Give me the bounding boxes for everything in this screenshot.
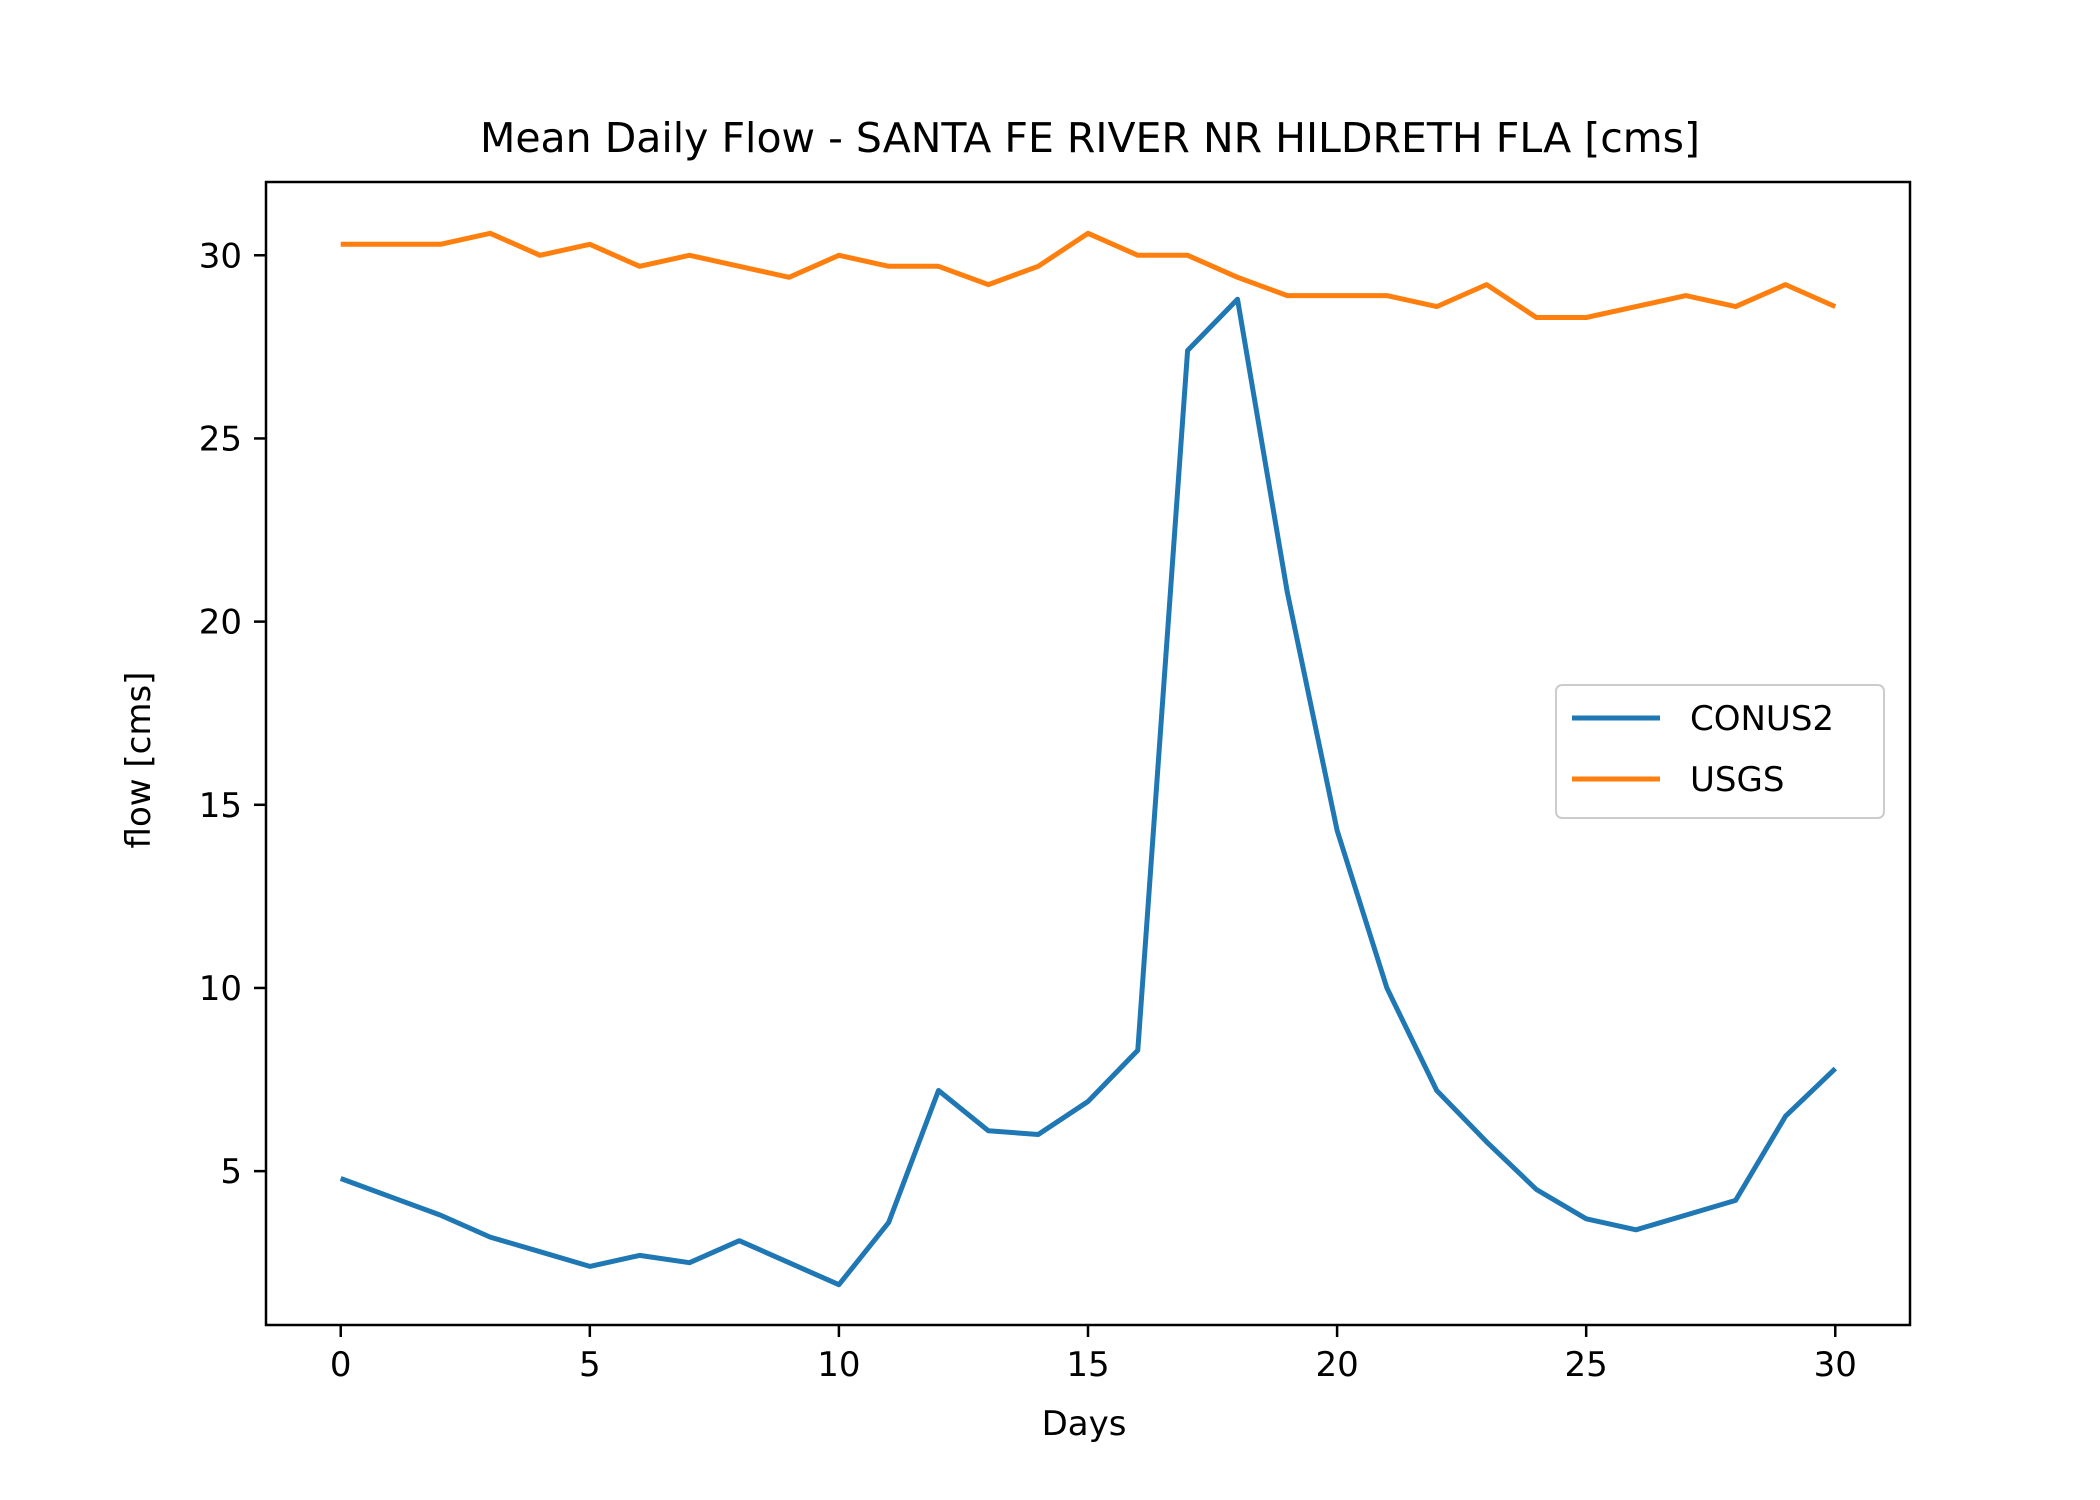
x-tick-label: 0 [330, 1345, 352, 1385]
series-lines [339, 230, 1838, 1288]
y-tick-label: 30 [199, 236, 242, 276]
y-tick-label: 5 [220, 1152, 242, 1192]
y-tick-label: 15 [199, 786, 242, 826]
legend-label-usgs: USGS [1690, 760, 1784, 800]
x-axis-title: Days [1042, 1404, 1127, 1444]
series-line-conus2 [339, 296, 1838, 1288]
series-line-usgs [340, 230, 1837, 320]
y-tick-label: 10 [199, 969, 242, 1009]
x-tick-label: 5 [579, 1345, 601, 1385]
x-tick-label: 20 [1315, 1345, 1358, 1385]
chart-title: Mean Daily Flow - SANTA FE RIVER NR HILD… [480, 114, 1700, 162]
y-axis: 5 10 15 20 25 30 [199, 236, 266, 1192]
x-tick-label: 10 [817, 1345, 860, 1385]
y-axis-title: flow [cms] [119, 672, 159, 849]
x-tick-label: 25 [1565, 1345, 1608, 1385]
y-tick-label: 20 [199, 603, 242, 643]
x-tick-label: 15 [1066, 1345, 1109, 1385]
y-tick-label: 25 [199, 419, 242, 459]
x-axis: 0 5 10 15 20 25 30 [330, 1325, 1857, 1385]
legend: CONUS2 USGS [1555, 684, 1885, 819]
x-tick-label: 30 [1814, 1345, 1857, 1385]
legend-label-conus2: CONUS2 [1690, 699, 1834, 739]
